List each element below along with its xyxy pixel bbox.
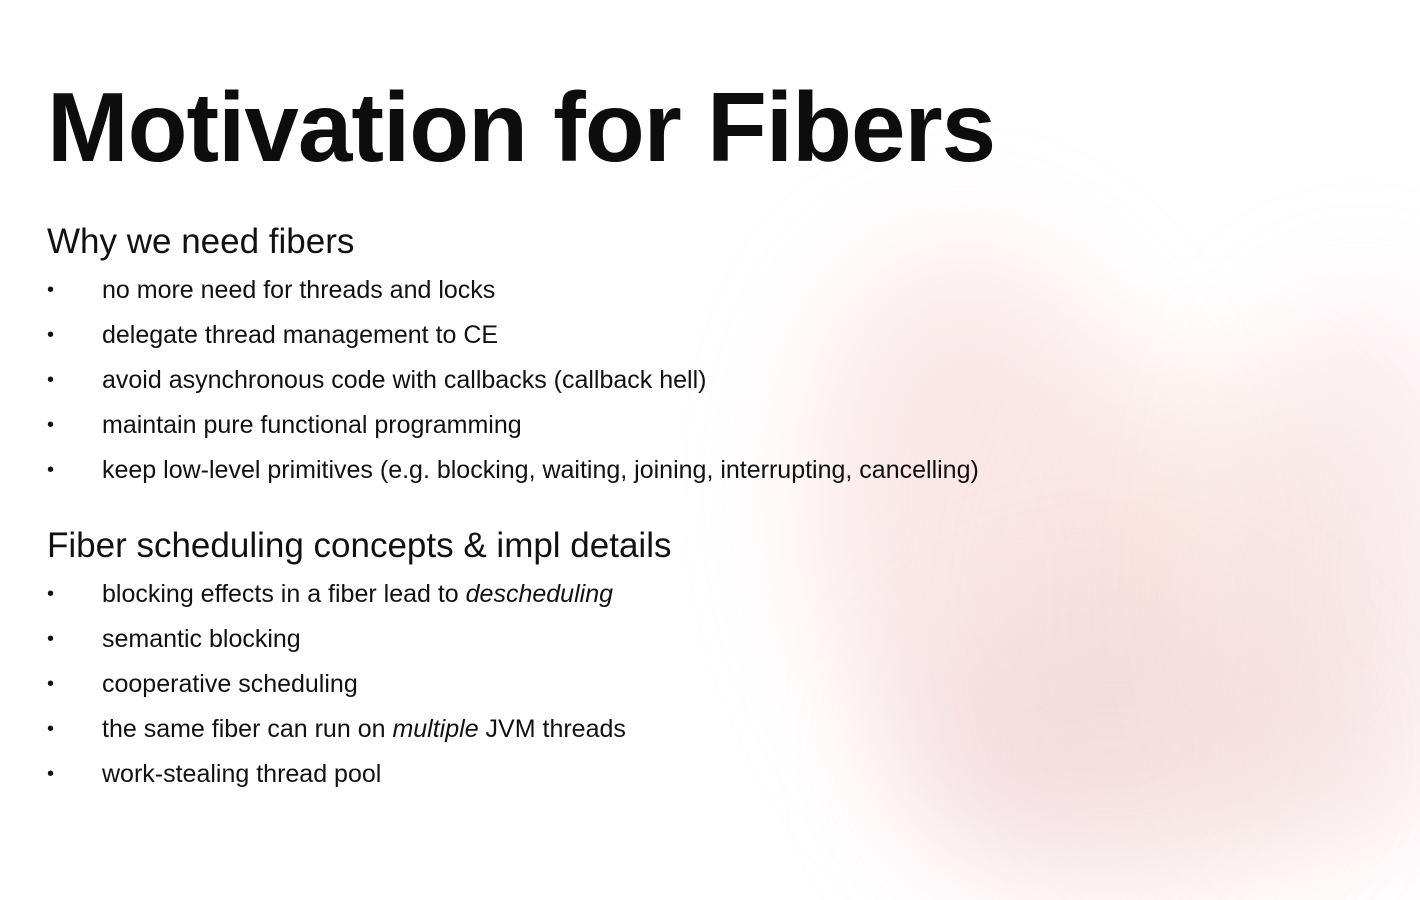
item-text: avoid asynchronous code with callbacks (…: [102, 366, 707, 394]
item-emphasis: multiple: [392, 715, 479, 743]
bullet-icon: •: [47, 324, 55, 346]
item-text: blocking effects in a fiber lead to: [102, 580, 466, 608]
item-text-tail: JVM threads: [478, 715, 626, 743]
list-item: • no more need for threads and locks: [47, 268, 979, 313]
list-item: • work-stealing thread pool: [47, 752, 671, 797]
item-text: semantic blocking: [102, 625, 301, 653]
bullet-icon: •: [47, 763, 55, 785]
list-item: • cooperative scheduling: [47, 662, 671, 707]
list-item: • avoid asynchronous code with callbacks …: [47, 358, 979, 403]
item-text: maintain pure functional programming: [102, 411, 522, 439]
bullet-icon: •: [47, 628, 55, 650]
list-item: • maintain pure functional programming: [47, 403, 979, 448]
list-item: • the same fiber can run on multiple JVM …: [47, 707, 671, 752]
bullet-icon: •: [47, 718, 55, 740]
list-item: • delegate thread management to CE: [47, 313, 979, 358]
item-text: keep low-level primitives (e.g. blocking…: [102, 456, 979, 484]
item-text: no more need for threads and locks: [102, 276, 496, 304]
item-text: work-stealing thread pool: [102, 760, 382, 788]
bullet-icon: •: [47, 583, 55, 605]
item-text: the same fiber can run on: [102, 715, 393, 743]
bullet-icon: •: [47, 279, 55, 301]
bullet-list: • no more need for threads and locks • del…: [47, 268, 979, 493]
list-item: • blocking effects in a fiber lead to des…: [47, 572, 671, 617]
list-item: • keep low-level primitives (e.g. blockin…: [47, 448, 979, 493]
slide-title: Motivation for Fibers: [47, 72, 996, 182]
section-heading: Why we need fibers: [47, 222, 355, 261]
bullet-icon: •: [47, 673, 55, 695]
slide: Motivation for Fibers Why we need fibers…: [47, 72, 996, 797]
section-why-fibers: Why we need fibers • no more need for thr…: [47, 222, 979, 493]
bullet-list: • blocking effects in a fiber lead to des…: [47, 572, 671, 797]
section-heading: Fiber scheduling concepts & impl details: [47, 526, 672, 565]
item-text: delegate thread management to CE: [102, 321, 499, 349]
bullet-icon: •: [47, 369, 55, 391]
section-scheduling-concepts: Fiber scheduling concepts & impl details…: [47, 526, 671, 797]
item-text: cooperative scheduling: [102, 670, 358, 698]
bullet-icon: •: [47, 459, 55, 481]
item-emphasis: descheduling: [465, 580, 613, 608]
bullet-icon: •: [47, 414, 55, 436]
list-item: • semantic blocking: [47, 617, 671, 662]
